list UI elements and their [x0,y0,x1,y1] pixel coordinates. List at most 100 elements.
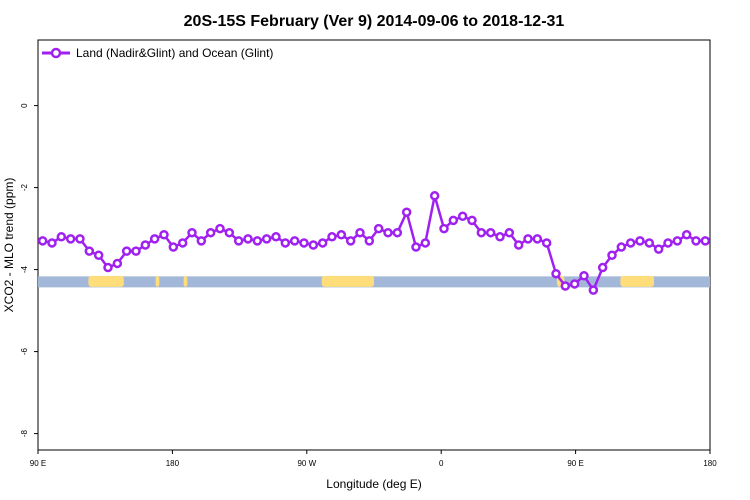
data-point [663,238,673,248]
land-segment-3 [321,275,374,287]
data-point [364,236,375,246]
data-point [112,258,123,269]
data-point [429,191,440,201]
x-tick-label: 180 [166,459,180,468]
land-segment-0 [88,275,124,287]
data-point [84,246,95,256]
data-point [373,223,384,234]
legend-marker [50,47,62,59]
data-point [607,250,617,260]
data-point [532,234,543,244]
data-point [196,236,207,246]
data-point [355,227,365,238]
data-point [513,240,524,250]
data-point [700,236,711,246]
data-point [215,223,225,234]
y-tick-label: 0 [20,103,29,108]
data-point [224,227,235,238]
data-point [159,230,169,240]
y-tick-label: -4 [20,265,29,273]
data-point [131,246,141,256]
plot-frame [37,39,711,451]
data-point [495,232,505,242]
data-point [411,242,421,252]
data-point [289,236,300,246]
y-tick-label: -8 [20,429,29,437]
data-point [457,211,468,222]
data-point [420,238,431,248]
data-point [523,234,533,244]
data-point [644,238,655,248]
data-point [579,271,589,281]
y-axis: 0 -2 -4 -6 -8 [20,103,38,437]
data-point [56,232,67,242]
x-axis: 90 E 180 90 W 0 90 E 180 [30,450,717,468]
land-segment-1 [155,275,160,287]
data-point [551,268,561,279]
data-point [121,246,132,256]
data-point [65,234,76,244]
data-point [485,227,496,238]
data-point [299,238,309,248]
y-axis-label: XCO2 - MLO trend (ppm) [2,178,16,313]
data-point [672,236,683,246]
x-tick-label: 90 E [567,459,583,468]
chart-title: 20S-15S February (Ver 9) 2014-09-06 to 2… [184,13,565,30]
data-point [140,240,151,250]
data-point [327,232,337,242]
data-point [47,238,57,248]
data-point [681,230,692,240]
x-axis-label: Longitude (deg E) [326,477,421,491]
series-layer [37,191,711,295]
x-tick-label: 90 E [30,459,46,468]
data-point [233,236,244,246]
data-point [280,238,291,248]
x-tick-label: 180 [703,459,717,468]
data-point [149,234,160,244]
legend: Land (Nadir&Glint) and Ocean (Glint) [42,46,273,60]
data-point [261,234,272,244]
y-tick-label: -6 [20,347,29,355]
data-point [308,240,319,250]
land-segment-5 [620,275,654,287]
data-point [560,281,571,291]
data-point [317,238,328,248]
data-point [187,227,197,238]
data-point [336,230,347,240]
data-point [448,215,459,226]
data-point [476,227,487,238]
data-point [635,236,645,246]
data-point [588,285,599,295]
x-tick-label: 90 W [297,459,316,468]
data-point [243,234,253,244]
data-point [467,215,477,226]
data-point [345,236,356,246]
data-point [569,279,580,289]
data-point [597,262,608,273]
legend-label: Land (Nadir&Glint) and Ocean (Glint) [76,46,273,60]
data-point [392,227,403,238]
data-point [504,227,515,238]
data-point [205,227,216,238]
data-point [653,244,664,254]
data-point [616,242,627,252]
data-point [691,236,701,246]
data-point [401,207,412,217]
land-segment-2 [183,275,188,287]
data-point [103,262,113,273]
data-point [177,238,188,248]
data-point [541,238,552,248]
data-point [625,238,636,248]
data-point [271,232,281,242]
data-point [93,250,104,260]
surface-band [38,275,710,288]
data-point [383,227,393,238]
data-point [252,236,263,246]
data-point [439,223,449,234]
data-point [37,236,48,246]
y-tick-label: -2 [20,183,29,191]
data-point [168,242,179,252]
x-tick-label: 0 [439,459,444,468]
data-point [75,234,85,244]
